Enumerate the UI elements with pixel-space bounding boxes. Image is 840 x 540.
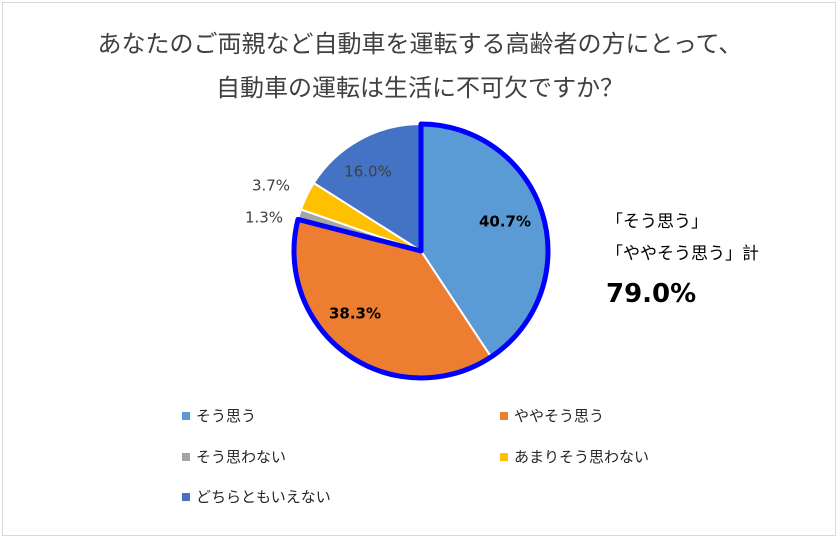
data-label-4: 3.7% — [252, 177, 290, 195]
legend-swatch — [182, 492, 190, 501]
callout-total: 79.0% — [606, 279, 697, 309]
legend-item-dochira-tomo-ienai: どちらともいえない — [182, 486, 331, 507]
chart-title-line-2: 自動車の運転は生活に不可欠ですか？ — [216, 74, 624, 102]
legend-label: そう思う — [196, 407, 257, 425]
data-label-2: 38.3% — [329, 305, 381, 323]
legend-swatch — [182, 452, 190, 461]
data-label-3: 1.3% — [245, 209, 283, 227]
callout-line-1: 「そう思う」 — [606, 212, 708, 232]
legend-label: どちらともいえない — [196, 488, 331, 506]
highlight-outline — [291, 121, 551, 381]
legend-item-sou-omowanai: そう思わない — [182, 446, 286, 467]
legend-label: ややそう思う — [514, 407, 605, 425]
legend-swatch — [182, 411, 190, 420]
legend-swatch — [500, 452, 508, 461]
chart-title: あなたのご両親など自動車を運転する高齢者の方にとって、 自動車の運転は生活に不可… — [0, 22, 840, 110]
legend-label: そう思わない — [196, 448, 287, 466]
combined-callout: 「そう思う」 「ややそう思う」計 79.0% — [606, 206, 759, 310]
pie-slice-5 — [312, 122, 422, 253]
callout-line-2: 「ややそう思う」計 — [606, 244, 759, 264]
data-label-5: 16.0% — [344, 163, 392, 181]
data-label-1: 40.7% — [479, 213, 531, 231]
legend-swatch — [500, 411, 508, 420]
legend-label: あまりそう思わない — [514, 448, 650, 466]
legend-item-amari-sou-omowanai: あまりそう思わない — [500, 446, 649, 467]
legend-item-yaya-sou-omou: ややそう思う — [500, 405, 604, 426]
legend-item-sou-omou: そう思う — [182, 405, 256, 426]
chart-title-line-1: あなたのご両親など自動車を運転する高齢者の方にとって、 — [97, 30, 743, 58]
